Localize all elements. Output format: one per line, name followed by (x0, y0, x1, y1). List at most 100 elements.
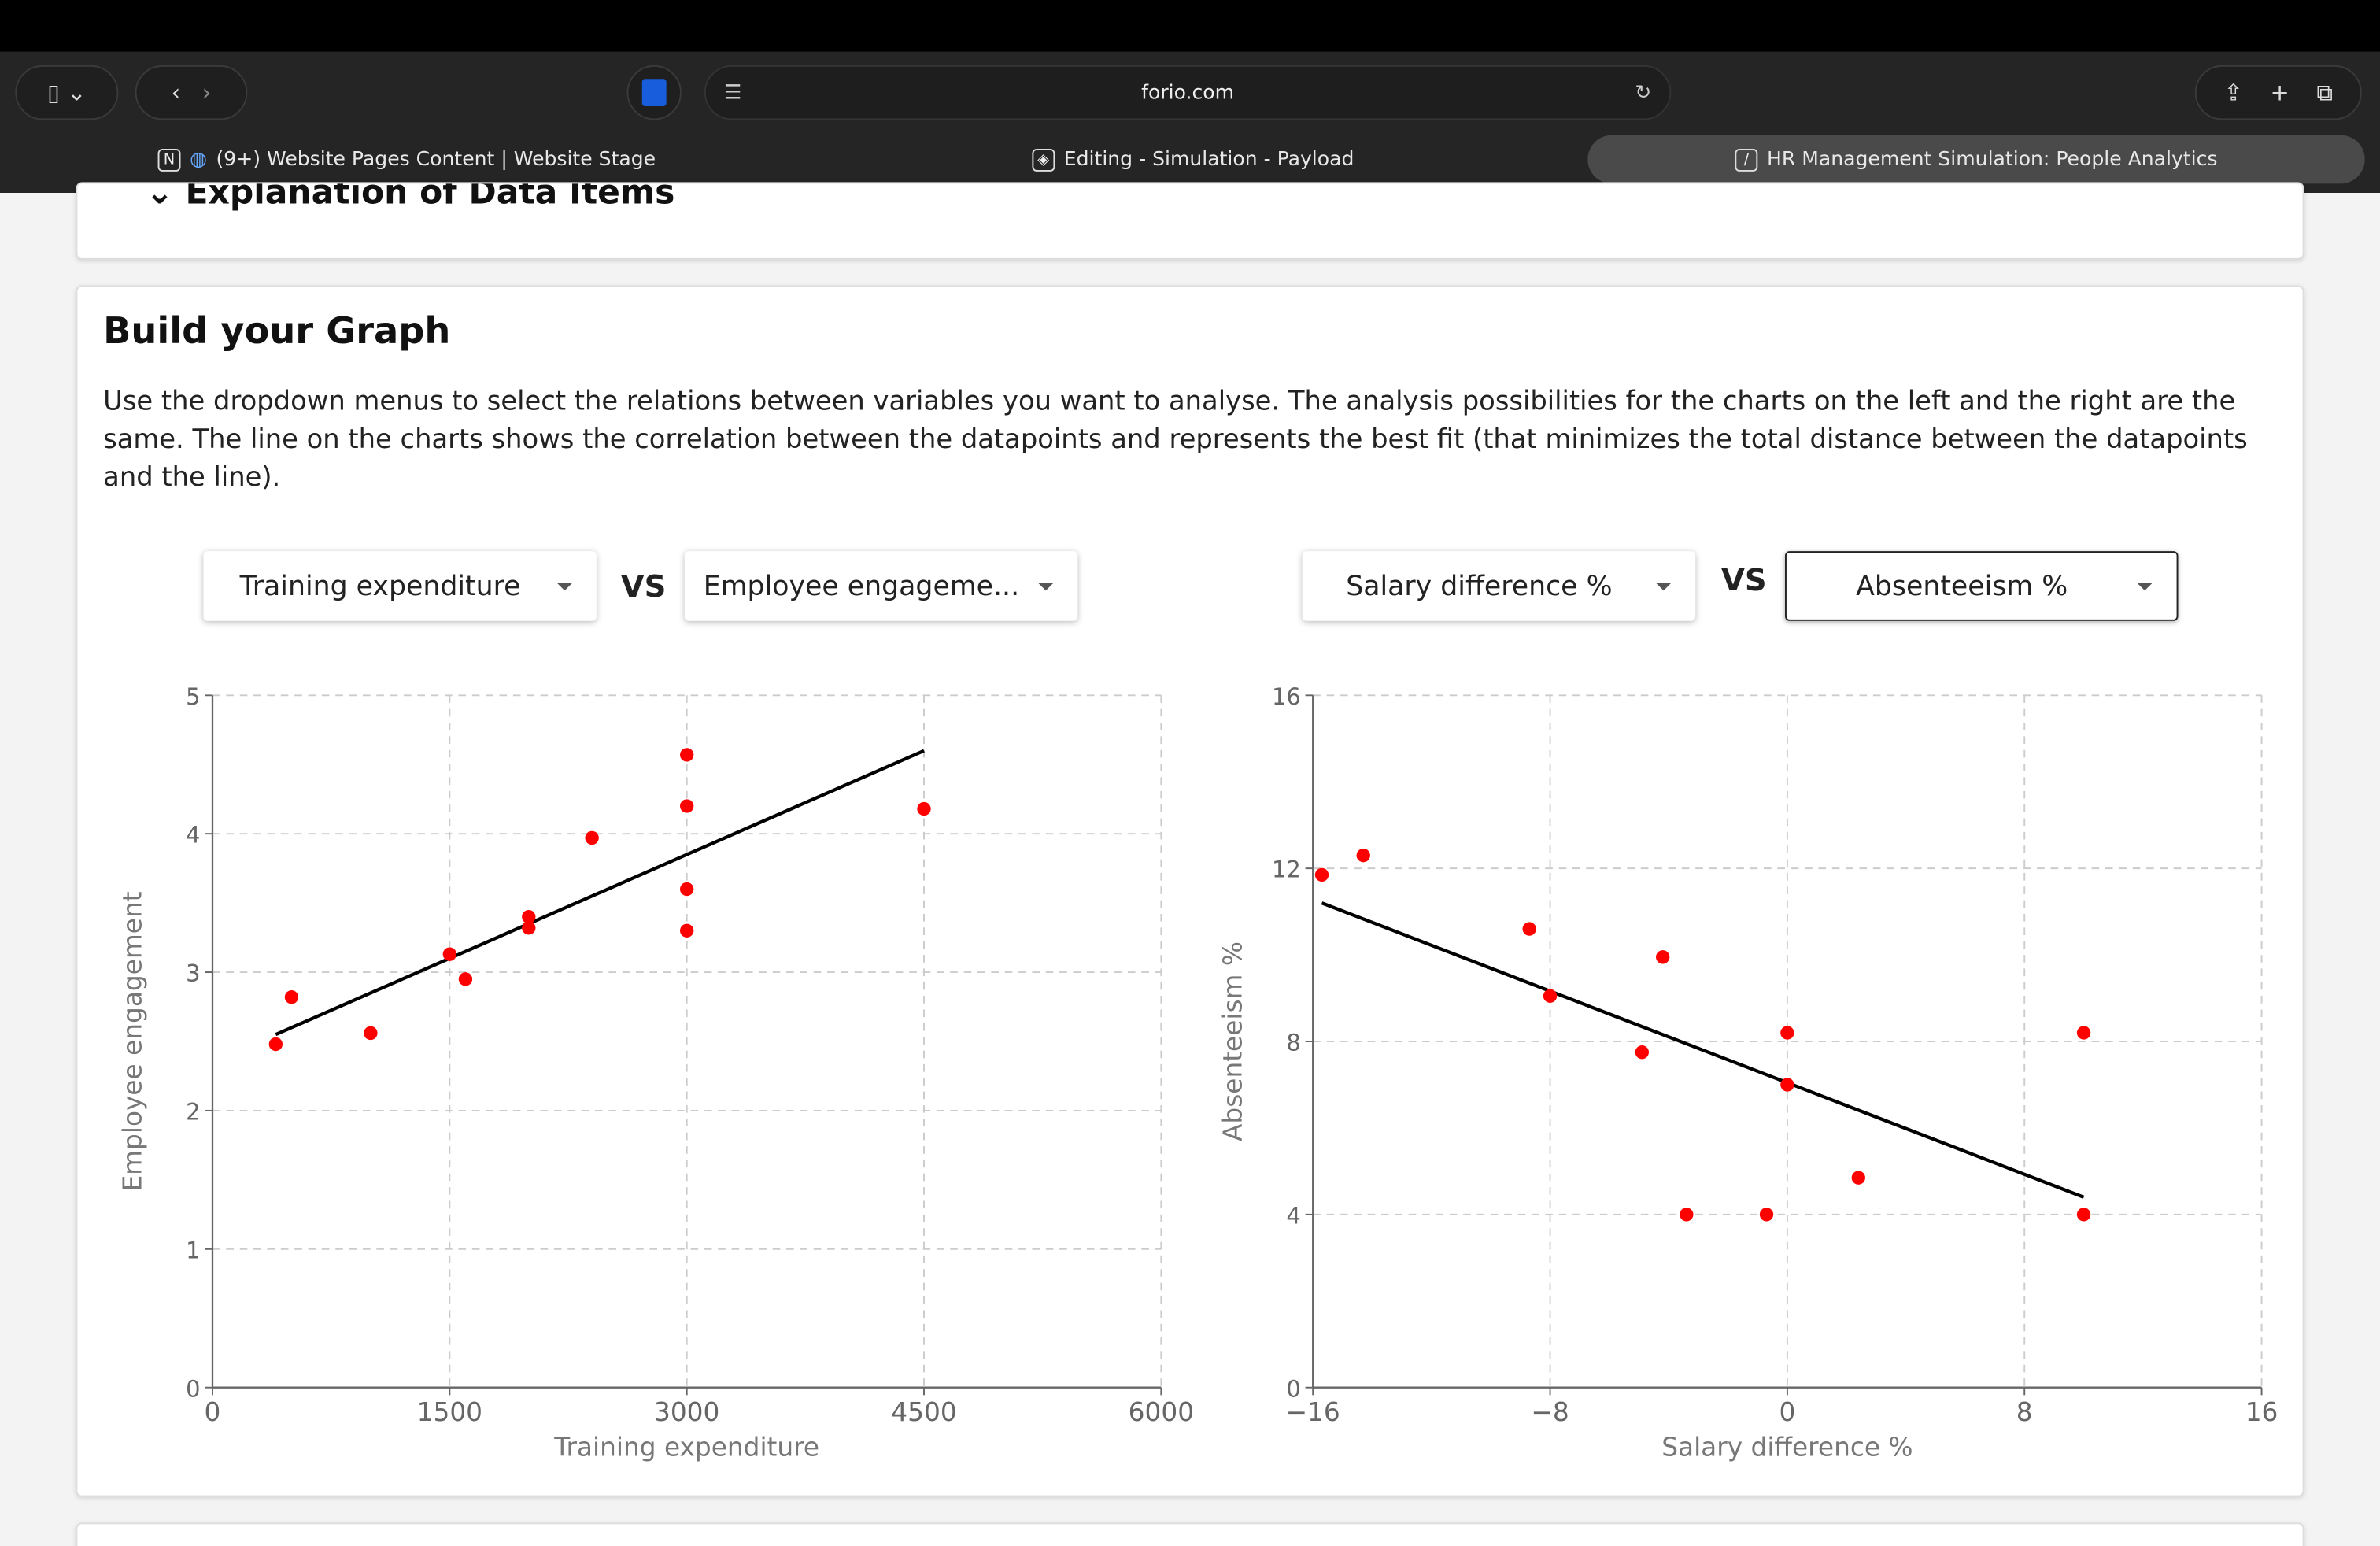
data-point (585, 830, 599, 845)
data-point (679, 748, 694, 762)
explanation-toggle[interactable]: ⌄ Explanation of Data Items (146, 182, 675, 213)
data-point (917, 801, 931, 816)
chevron-down-icon: ⌄ (146, 182, 186, 213)
data-point (268, 1037, 283, 1052)
tab-website-pages[interactable]: N ◍ (9+) Website Pages Content | Website S… (12, 135, 801, 184)
explanation-card: ⌄ Explanation of Data Items (76, 182, 2304, 260)
data-point (1656, 950, 1670, 964)
forio-icon: / (1735, 148, 1758, 171)
x-axis-label: Salary difference % (1661, 1432, 1913, 1462)
x-axis-label: Training expenditure (553, 1432, 819, 1462)
sidebar-icon: ▯ ⌄ (47, 79, 87, 106)
card-description: Use the dropdown menus to select the rel… (103, 386, 2248, 494)
best-fit-line (275, 749, 925, 1037)
reader-icon: ☰ (723, 81, 742, 105)
data-point (1851, 1171, 1865, 1185)
data-point (679, 923, 694, 938)
data-point (522, 921, 536, 935)
data-point (1543, 989, 1558, 1003)
caret-down-icon (556, 582, 573, 590)
best-fit-line (1321, 901, 2085, 1199)
globe-icon: ◍ (190, 148, 207, 171)
payload-icon: ◈ (1032, 148, 1055, 171)
new-tab-icon[interactable]: + (2270, 79, 2289, 106)
dropdown-value: Salary difference % (1346, 570, 1613, 602)
vs-label: VS (620, 568, 667, 605)
left-scatter-chart: 0 1500 3000 4500 6000 0 1 2 3 4 5 Training expendit… (117, 683, 1194, 1463)
bitwarden-extension-button[interactable] (626, 65, 682, 120)
tab-hr-simulation[interactable]: / HR Management Simulation: People Analyt… (1587, 135, 2365, 184)
forward-icon[interactable]: › (201, 79, 212, 106)
x-tick-label: 1500 (417, 1397, 482, 1427)
y-tick-label: 4 (186, 822, 200, 849)
data-point (679, 799, 694, 813)
dropdown-value: Absenteeism % (1856, 570, 2068, 602)
x-tick-label: −16 (1286, 1397, 1340, 1427)
y-tick-label: 5 (186, 683, 200, 710)
notion-icon: N (157, 148, 181, 171)
nav-buttons: ‹ › (135, 65, 248, 120)
data-point (1780, 1078, 1794, 1092)
data-point (442, 947, 457, 961)
right-scatter-chart: −16 −8 0 8 16 0 4 8 12 16 Salary difference % Absen… (1218, 683, 2278, 1463)
x-tick-label: −8 (1531, 1397, 1569, 1427)
y-tick-label: 0 (186, 1375, 200, 1402)
data-point (679, 882, 694, 897)
y-tick-label: 2 (186, 1099, 200, 1126)
x-tick-label: 6000 (1129, 1397, 1194, 1427)
data-point (1780, 1026, 1794, 1040)
y-axis-label: Employee engagement (117, 891, 147, 1191)
data-point (364, 1026, 378, 1041)
y-tick-label: 8 (1286, 1030, 1300, 1056)
caret-down-icon (2137, 582, 2153, 590)
data-point (284, 990, 299, 1004)
share-icon[interactable]: ⇪ (2223, 79, 2243, 106)
y-tick-label: 4 (1286, 1202, 1300, 1229)
toolbar-actions: ⇪ + ⧉ (2194, 65, 2362, 120)
vs-label: VS (1720, 561, 1767, 598)
data-point (1635, 1045, 1649, 1060)
x-tick-label: 3000 (654, 1397, 719, 1427)
y-axis-label: Absenteeism % (1218, 941, 1248, 1141)
data-point (458, 972, 473, 986)
back-icon[interactable]: ‹ (171, 79, 181, 106)
x-tick-label: 4500 (891, 1397, 956, 1427)
tab-bar: N ◍ (9+) Website Pages Content | Website S… (12, 135, 2367, 184)
data-point (1356, 848, 1370, 863)
x-tick-label: 0 (1779, 1397, 1795, 1427)
data-point (1522, 922, 1536, 936)
data-point (1759, 1208, 1774, 1222)
caret-down-icon (1656, 582, 1672, 590)
x-tick-label: 0 (205, 1397, 221, 1427)
tab-label: HR Management Simulation: People Analyti… (1767, 148, 2218, 171)
url-text: forio.com (1141, 81, 1235, 105)
right-y-dropdown[interactable]: Absenteeism % (1784, 551, 2179, 621)
section-title: Explanation of Data Items (185, 182, 675, 213)
x-tick-label: 8 (2016, 1397, 2033, 1427)
reload-icon[interactable]: ↻ (1635, 81, 1652, 105)
caret-down-icon (1038, 582, 1054, 590)
shield-lock-icon (641, 79, 667, 106)
left-x-dropdown[interactable]: Training expenditure (203, 551, 597, 621)
tab-label: (9+) Website Pages Content | Website Sta… (216, 148, 656, 171)
left-y-dropdown[interactable]: Employee engageme... (684, 551, 1078, 621)
next-card (76, 1522, 2304, 1546)
tab-editing-simulation[interactable]: ◈ Editing - Simulation - Payload (801, 135, 1584, 184)
data-point (522, 910, 536, 924)
right-x-dropdown[interactable]: Salary difference % (1302, 551, 1696, 621)
tab-overview-icon[interactable]: ⧉ (2316, 79, 2334, 106)
tab-label: Editing - Simulation - Payload (1063, 148, 1354, 171)
y-tick-label: 1 (186, 1237, 200, 1263)
dropdown-value: Employee engageme... (703, 570, 1020, 602)
y-tick-label: 0 (1286, 1375, 1300, 1402)
card-title: Build your Graph (103, 309, 451, 353)
build-graph-card: Build your Graph Use the dropdown menus … (76, 285, 2304, 1497)
dropdown-value: Training expenditure (239, 570, 521, 602)
data-point (2076, 1208, 2091, 1222)
sidebar-toggle-button[interactable]: ▯ ⌄ (15, 65, 119, 120)
data-point (2076, 1026, 2091, 1040)
address-bar[interactable]: ☰ forio.com ↻ (704, 65, 1672, 120)
data-point (1314, 867, 1329, 882)
y-tick-label: 16 (1272, 683, 1301, 710)
